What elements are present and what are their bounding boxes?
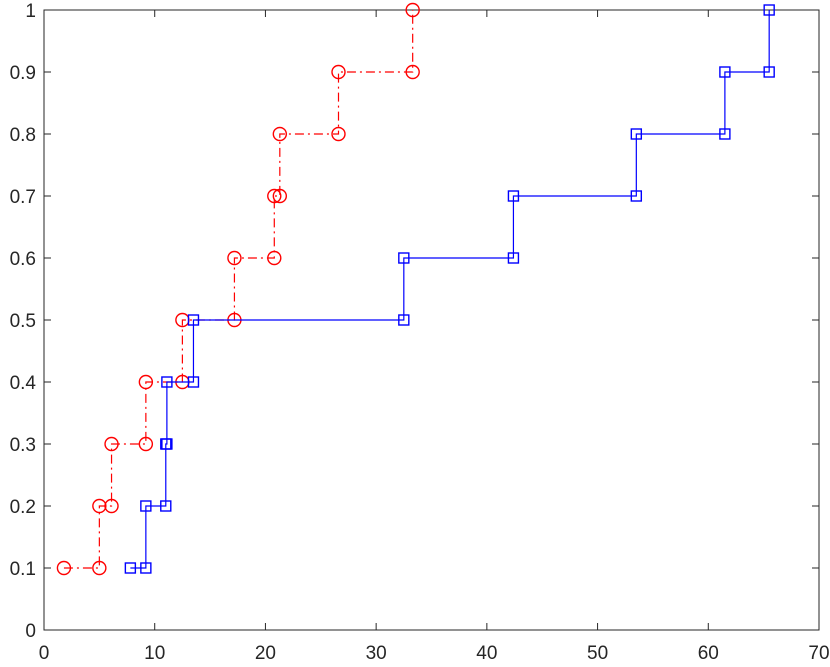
data-point-circle [405, 2, 420, 18]
y-tick-label: 0.3 [10, 435, 36, 456]
x-tick-label: 30 [366, 643, 387, 664]
data-point-circle [56, 560, 72, 576]
data-point-circle [272, 188, 288, 204]
data-point-circle [331, 64, 346, 80]
data-point-circle [331, 126, 346, 142]
data-point-square [187, 314, 200, 326]
x-tick-label: 0 [39, 643, 50, 664]
data-point-square [160, 500, 172, 512]
data-point-circle [267, 188, 282, 204]
data-point-square [763, 66, 775, 78]
series-line [63, 10, 414, 569]
x-tick-label: 40 [476, 643, 497, 664]
data-point-square [140, 500, 152, 512]
y-tick-label: 0.6 [10, 249, 36, 270]
data-point-circle [138, 374, 154, 390]
y-tick-label: 0.9 [10, 63, 36, 84]
data-point-circle [92, 560, 107, 576]
data-point-square [630, 190, 643, 202]
x-tick-label: 60 [698, 643, 719, 664]
y-tick-label: 0.5 [10, 311, 36, 332]
data-point-circle [92, 498, 107, 514]
x-tick-label: 10 [144, 643, 165, 664]
data-point-square [161, 376, 173, 388]
plot-frame [43, 9, 820, 631]
axes-frame: 0 10 20 30 40 50 60 70 0 0.1 0.2 0.3 0.4 0.5 0.6 0.7 0.8… [10, 1, 830, 664]
data-point-circle [104, 498, 119, 514]
data-point-circle [227, 250, 242, 266]
y-tick-label: 0.8 [10, 125, 36, 146]
y-tick-label: 0.4 [10, 373, 37, 394]
y-tick-label: 0.7 [10, 187, 36, 208]
y-tick-label: 0 [25, 621, 36, 642]
data-point-circle [267, 250, 282, 266]
data-point-square [719, 128, 731, 140]
data-point-square [719, 66, 731, 78]
x-tick-label: 70 [808, 643, 829, 664]
data-point-square [140, 562, 152, 574]
series-red-circles [56, 2, 420, 576]
y-tick-label: 1 [25, 1, 36, 22]
series-line [130, 10, 770, 569]
y-tick-label: 0.2 [10, 497, 36, 518]
data-point-square [630, 128, 643, 140]
data-point-square [398, 314, 410, 326]
series-blue-squares [124, 4, 775, 574]
x-tick-label: 20 [255, 643, 276, 664]
data-point-square [161, 438, 173, 450]
data-point-square [507, 252, 520, 264]
data-point-circle [138, 436, 154, 452]
series-layer [56, 2, 775, 576]
data-point-square [187, 376, 200, 388]
data-point-square [124, 562, 137, 574]
y-tick-label: 0.1 [10, 559, 36, 580]
data-point-circle [104, 436, 119, 452]
x-tick-label: 50 [587, 643, 608, 664]
data-point-square [763, 4, 775, 16]
data-point-circle [272, 126, 288, 142]
data-point-square [398, 252, 410, 264]
data-point-square [507, 190, 520, 202]
data-point-circle [405, 64, 420, 80]
